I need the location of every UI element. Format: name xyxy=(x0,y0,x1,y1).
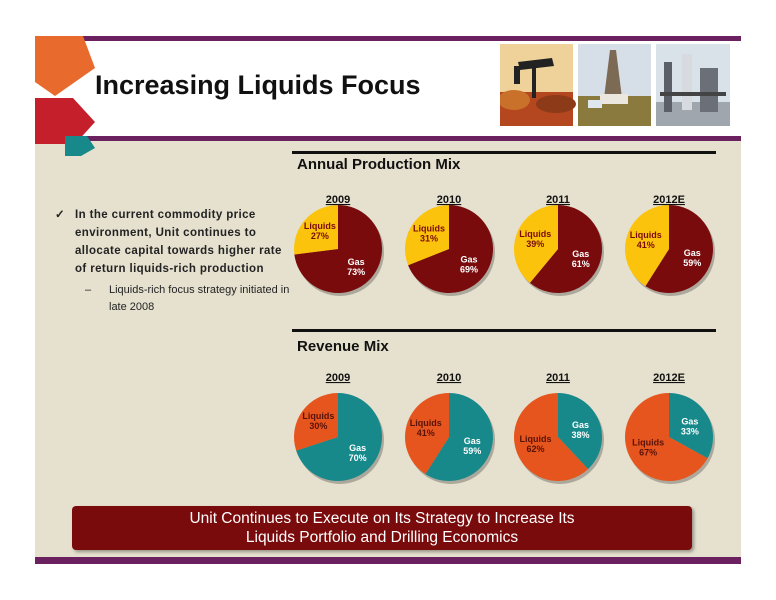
revenue-gas-slice-2012E xyxy=(669,393,714,459)
revenue-gas-slice-2011 xyxy=(558,393,602,470)
revenue-gas-label: Gas 70% xyxy=(349,443,367,463)
bottom-accent-bar xyxy=(35,557,741,564)
revenue-liquids-slice-2010 xyxy=(404,392,449,475)
revenue-gas-label: Gas 59% xyxy=(463,436,481,456)
production-gas-slice-2010 xyxy=(408,205,493,293)
production-liquids-slice-2009 xyxy=(294,205,338,255)
dash-icon: – xyxy=(85,284,92,296)
revenue-liquids-slice-2009 xyxy=(293,393,338,451)
bullet-sub-text: Liquids-rich focus strategy initiated in… xyxy=(109,284,290,313)
revenue-section-rule xyxy=(292,329,716,332)
bullet-main-text: In the current commodity price environme… xyxy=(75,209,282,275)
pumpjack-photo xyxy=(500,44,576,126)
production-gas-slice-2012E xyxy=(645,205,713,293)
revenue-liquids-label: Liquids 30% xyxy=(302,411,334,431)
revenue-year-label: 2009 xyxy=(326,372,350,384)
production-year-label: 2010 xyxy=(437,194,461,206)
slide-title: Increasing Liquids Focus xyxy=(95,70,421,100)
bullet-list: ✓ In the current commodity price environ… xyxy=(55,206,290,316)
production-gas-label: Gas 69% xyxy=(460,255,478,275)
revenue-year-label: 2012E xyxy=(653,372,685,384)
revenue-liquids-slice-2011 xyxy=(513,393,589,481)
gas-plant-photo xyxy=(656,44,730,126)
production-liquids-slice-2011 xyxy=(513,205,558,283)
production-year-label: 2009 xyxy=(326,194,350,206)
bullet-sub: – Liquids-rich focus strategy initiated … xyxy=(85,282,290,316)
summary-banner: Unit Continues to Execute on Its Strateg… xyxy=(72,506,692,550)
production-section-rule xyxy=(292,151,716,154)
header-divider-bar xyxy=(35,136,741,141)
production-year-label: 2011 xyxy=(546,194,570,206)
production-liquids-label: Liquids 31% xyxy=(413,223,445,243)
production-liquids-label: Liquids 27% xyxy=(304,221,336,241)
revenue-liquids-slice-2012E xyxy=(625,393,708,481)
revenue-liquids-label: Liquids 62% xyxy=(519,434,551,454)
revenue-gas-slice-2010 xyxy=(425,393,493,481)
checkmark-icon: ✓ xyxy=(55,209,66,221)
revenue-gas-slice-2009 xyxy=(296,393,382,481)
production-liquids-label: Liquids 39% xyxy=(519,229,551,249)
production-liquids-slice-2012E xyxy=(624,205,669,287)
production-gas-slice-2009 xyxy=(294,205,383,293)
production-gas-label: Gas 73% xyxy=(347,257,365,277)
production-liquids-label: Liquids 41% xyxy=(630,230,662,250)
revenue-gas-label: Gas 38% xyxy=(571,420,589,440)
revenue-mix-title: Revenue Mix xyxy=(297,338,389,355)
production-gas-slice-2011 xyxy=(529,205,602,294)
revenue-year-label: 2010 xyxy=(437,372,461,384)
banner-line-1: Unit Continues to Execute on Its Strateg… xyxy=(189,510,575,527)
revenue-year-label: 2011 xyxy=(546,372,570,384)
production-liquids-slice-2010 xyxy=(404,205,449,266)
production-gas-label: Gas 61% xyxy=(572,249,590,269)
production-year-label: 2012E xyxy=(653,194,685,206)
decorative-arrows-graphic xyxy=(35,36,95,156)
oilfield-photos xyxy=(500,44,730,126)
revenue-liquids-label: Liquids 67% xyxy=(632,437,664,457)
top-accent-bar xyxy=(35,36,741,41)
drilling-rig-photo xyxy=(578,44,651,126)
production-mix-title: Annual Production Mix xyxy=(297,156,461,173)
production-gas-label: Gas 59% xyxy=(683,248,701,268)
banner-line-2: Liquids Portfolio and Drilling Economics xyxy=(245,529,519,546)
revenue-gas-label: Gas 33% xyxy=(681,417,699,437)
revenue-liquids-label: Liquids 41% xyxy=(410,418,442,438)
bullet-main: ✓ In the current commodity price environ… xyxy=(55,206,290,278)
